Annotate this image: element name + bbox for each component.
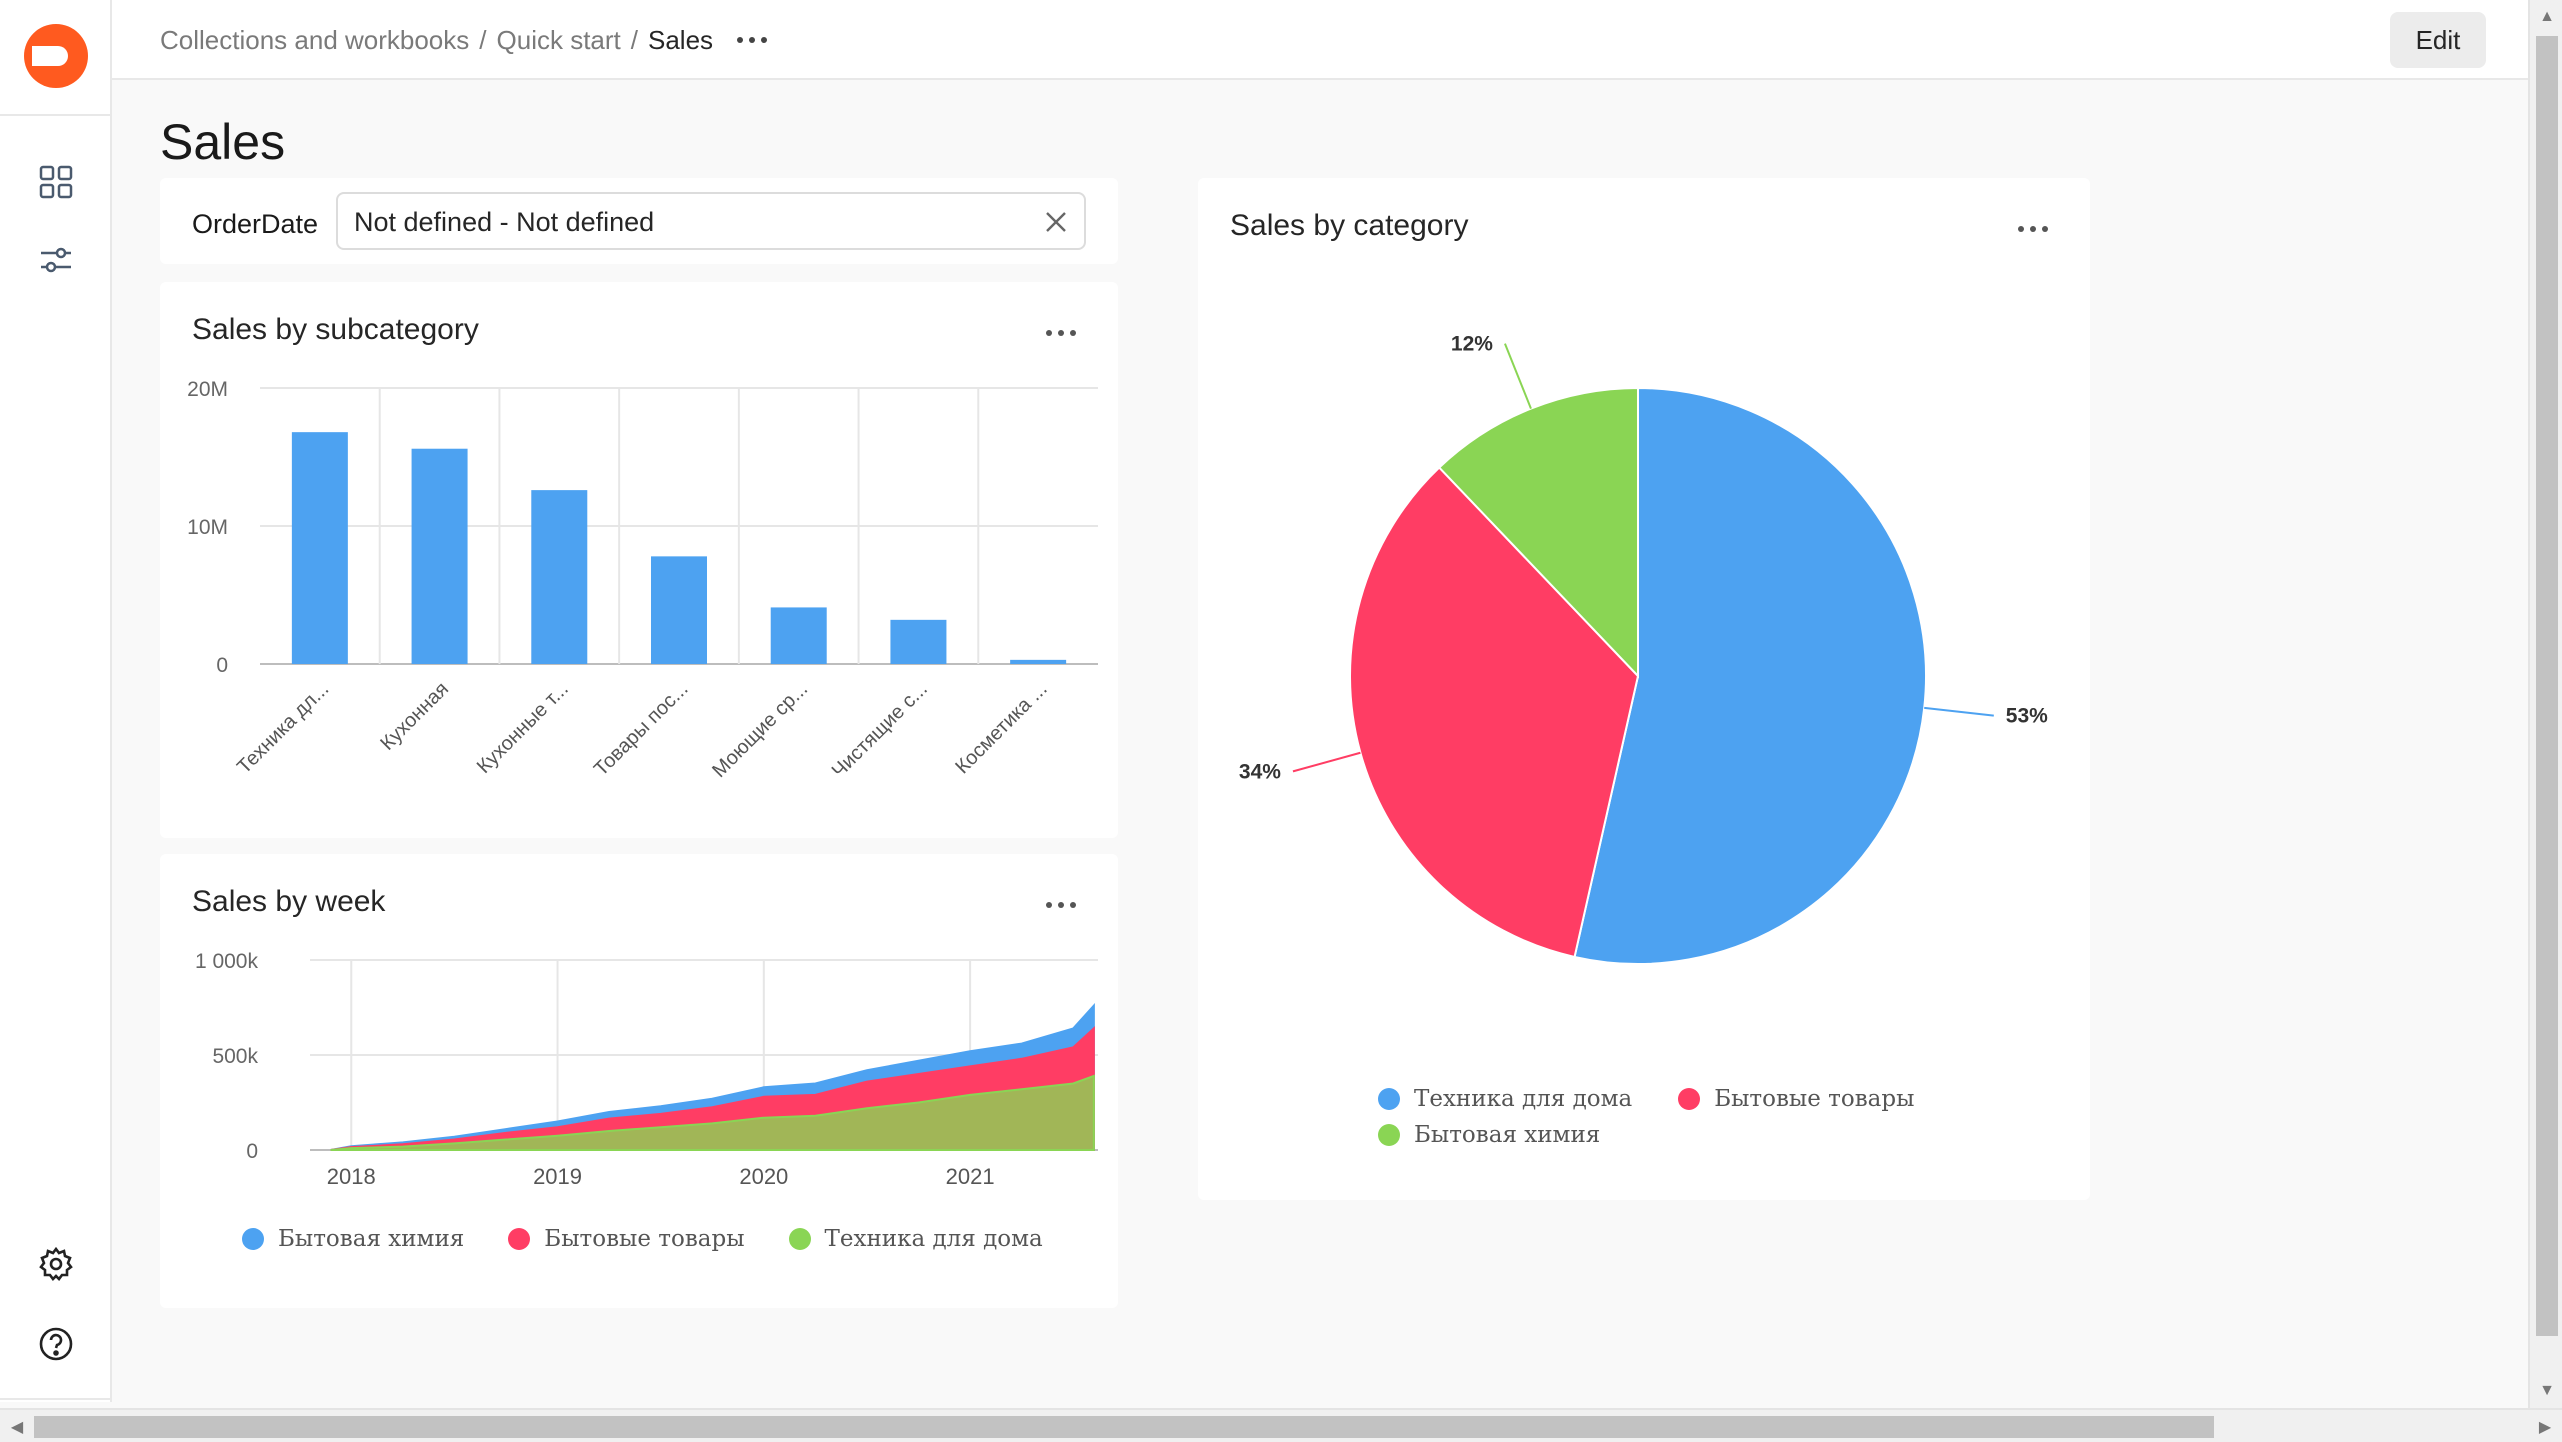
legend-marker xyxy=(1378,1088,1400,1110)
x-tick-label: Чистящие с... xyxy=(828,678,932,782)
legend-label: Техника для дома xyxy=(1414,1086,1633,1112)
pie-connector xyxy=(1504,343,1532,410)
chart-title: Sales by week xyxy=(192,885,386,918)
legend-label: Бытовые товары xyxy=(544,1226,745,1252)
area-series[interactable] xyxy=(330,1074,1095,1151)
week-chart-card: Sales by week 0 500k 1 000k 2018 2019 2020 202… xyxy=(160,854,1118,1308)
pie-slice[interactable] xyxy=(1437,386,1639,679)
bar[interactable] xyxy=(531,490,588,664)
x-tick-label: Моющие ср... xyxy=(708,678,812,782)
x-tick-label: 2021 xyxy=(946,1164,995,1189)
pie-connector xyxy=(1292,751,1361,773)
sidebar-divider xyxy=(0,114,112,116)
area-chart: 0 500k 1 000k 2018 2019 2020 2021 xyxy=(195,950,1098,1189)
subcategory-chart-card: Sales by subcategory 0 10M 20M Техника дл..… xyxy=(160,282,1118,838)
legend-item[interactable]: Техника для дома xyxy=(788,1226,1043,1252)
more-actions-icon[interactable] xyxy=(737,37,768,43)
pie-data-label: 12% xyxy=(1451,333,1493,356)
page-title: Sales xyxy=(160,114,286,170)
chart-title: Sales by category xyxy=(1230,209,1469,242)
breadcrumb-current: Sales xyxy=(648,25,714,55)
date-range-input[interactable]: Not defined - Not defined xyxy=(336,192,1086,250)
legend-marker xyxy=(1678,1088,1701,1110)
horizontal-scrollbar[interactable]: ◀ ▶ xyxy=(0,1408,2562,1442)
x-tick-label: Кухонная xyxy=(376,678,453,755)
legend-item[interactable]: Бытовые товары xyxy=(508,1226,745,1252)
legend-label: Бытовая химия xyxy=(1414,1122,1601,1148)
breadcrumb-quick-start[interactable]: Quick start xyxy=(496,25,621,55)
x-tick-label: Кухонные т... xyxy=(473,678,573,778)
datalens-logo[interactable] xyxy=(24,24,88,88)
pie-chart: 53% 34% 12% xyxy=(1239,333,2048,965)
chart-legend: Бытовая химия Бытовые товары Техника для д… xyxy=(242,1226,1043,1252)
bar[interactable] xyxy=(651,556,707,664)
header: Collections and workbooks / Quick start … xyxy=(112,0,2528,80)
clear-icon[interactable] xyxy=(1042,208,1070,236)
breadcrumb-separator: / xyxy=(630,25,638,55)
y-tick-label: 0 xyxy=(216,654,228,677)
vertical-scrollbar[interactable]: ▲ ▼ xyxy=(2528,0,2562,1408)
scroll-up-arrow[interactable]: ▲ xyxy=(2539,8,2555,25)
y-tick-label: 10M xyxy=(187,516,228,539)
pie-data-label: 53% xyxy=(2006,705,2048,728)
legend-label: Техника для дома xyxy=(824,1226,1043,1252)
y-tick-label: 500k xyxy=(212,1045,258,1068)
vertical-scroll-thumb[interactable] xyxy=(2536,36,2558,1336)
x-tick-label: Косметика ... xyxy=(951,678,1051,778)
legend-marker xyxy=(1378,1124,1400,1146)
gear-icon[interactable] xyxy=(36,1244,76,1284)
y-tick-label: 0 xyxy=(246,1140,258,1163)
bar[interactable] xyxy=(1010,659,1067,664)
legend-item[interactable]: Бытовая химия xyxy=(242,1226,464,1252)
legend-marker xyxy=(242,1228,264,1250)
date-range-value: Not defined - Not defined xyxy=(354,207,655,237)
x-tick-label: 2019 xyxy=(533,1164,582,1189)
scroll-right-arrow[interactable]: ▶ xyxy=(2538,1419,2552,1436)
legend-label: Бытовые товары xyxy=(1714,1086,1915,1112)
bar[interactable] xyxy=(890,619,947,664)
chart-menu-icon[interactable] xyxy=(1042,898,1080,912)
x-tick-label: Товары пос... xyxy=(590,678,693,781)
legend-marker xyxy=(508,1228,531,1250)
y-tick-label: 1 000k xyxy=(195,950,259,973)
x-tick-label: Техника дл... xyxy=(233,678,333,778)
breadcrumb-separator: / xyxy=(479,25,487,55)
legend-item[interactable]: Техника для дома xyxy=(1378,1086,1632,1112)
chart-legend: Техника для дома Бытовые товары Бытовая хи… xyxy=(1378,1086,2018,1148)
help-icon[interactable] xyxy=(36,1324,76,1364)
edit-button[interactable]: Edit xyxy=(2390,12,2486,68)
category-chart-card: Sales by category 53% 34% 12% Техника для … xyxy=(1198,178,2090,1200)
sidebar-bottom-divider xyxy=(0,1398,112,1400)
bar[interactable] xyxy=(411,448,468,664)
filter-card: OrderDate Not defined - Not defined xyxy=(160,178,1118,264)
x-tick-label: 2020 xyxy=(739,1164,788,1189)
horizontal-scroll-thumb[interactable] xyxy=(34,1416,2214,1438)
breadcrumb-collections[interactable]: Collections and workbooks xyxy=(160,25,470,55)
sidebar xyxy=(0,0,112,1402)
chart-menu-icon[interactable] xyxy=(2014,222,2052,236)
chart-title: Sales by subcategory xyxy=(192,313,479,346)
bar[interactable] xyxy=(770,607,827,664)
pie-data-label: 34% xyxy=(1239,760,1281,783)
breadcrumb: Collections and workbooks / Quick start … xyxy=(160,22,768,58)
sliders-icon[interactable] xyxy=(36,240,76,280)
legend-marker xyxy=(788,1228,811,1250)
bar-chart: 0 10M 20M Техника дл... Кухонная Кухонные т..… xyxy=(187,378,1098,782)
bar[interactable] xyxy=(291,432,348,664)
scroll-left-arrow[interactable]: ◀ xyxy=(10,1419,24,1436)
legend-label: Бытовая химия xyxy=(278,1226,465,1252)
x-tick-label: 2018 xyxy=(327,1164,376,1189)
filter-label: OrderDate xyxy=(192,209,319,239)
pie-slice[interactable] xyxy=(1573,386,1927,965)
scroll-down-arrow[interactable]: ▼ xyxy=(2539,1382,2555,1399)
legend-item[interactable]: Бытовая химия xyxy=(1378,1122,1600,1148)
chart-menu-icon[interactable] xyxy=(1042,326,1080,340)
pie-slice[interactable] xyxy=(1349,466,1640,959)
y-tick-label: 20M xyxy=(187,378,228,401)
dashboard-grid-icon[interactable] xyxy=(36,162,76,202)
legend-item[interactable]: Бытовые товары xyxy=(1678,1086,1914,1112)
pie-connector xyxy=(1924,706,1994,717)
